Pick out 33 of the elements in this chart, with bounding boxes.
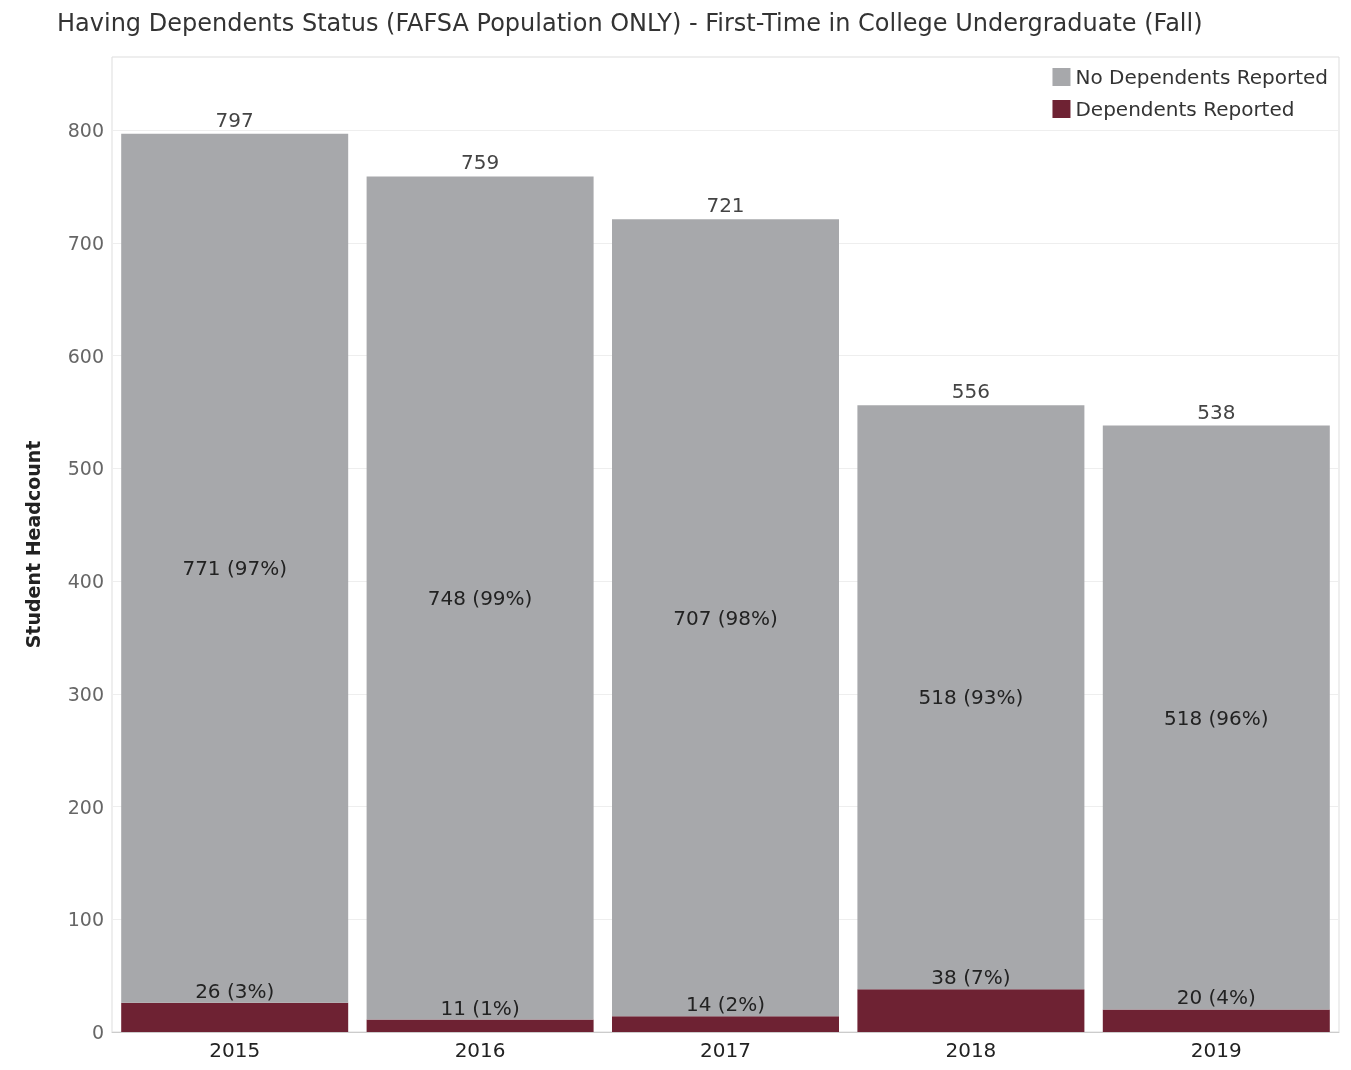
data-label: 11 (1%) — [440, 995, 520, 1020]
x-tick-label: 2015 — [209, 1038, 261, 1062]
y-tick-label: 200 — [67, 795, 104, 818]
data-label: 14 (2%) — [685, 992, 766, 1017]
chart-title: Having Dependents Status (FAFSA Population ONLY) - First-Time in College Undergraduate (Fall) — [57, 9, 1203, 37]
y-tick-label: 600 — [67, 344, 104, 367]
data-label: 707 (98%) — [673, 605, 778, 630]
data-label: 518 (93%) — [918, 685, 1024, 710]
y-tick-label: 700 — [67, 231, 104, 254]
data-label: 771 (97%) — [182, 556, 287, 581]
y-tick-label: 400 — [67, 570, 104, 593]
y-tick-label: 0 — [91, 1021, 104, 1043]
total-label: 556 — [951, 379, 990, 404]
x-tick-label: 2017 — [700, 1038, 751, 1062]
y-tick-label: 300 — [67, 682, 104, 705]
legend-label: No Dependents Reported — [1075, 65, 1328, 89]
x-tick-label: 2018 — [945, 1038, 997, 1062]
x-tick-label: 2019 — [1190, 1038, 1242, 1062]
total-label: 538 — [1197, 399, 1236, 424]
y-tick-label: 800 — [67, 119, 104, 142]
data-label: 38 (7%) — [931, 965, 1011, 990]
total-label: 797 — [215, 107, 254, 132]
data-label: 518 (96%) — [1164, 705, 1269, 730]
total-label: 721 — [706, 193, 745, 218]
total-label: 759 — [461, 150, 500, 175]
y-axis-title: Student Headcount — [21, 440, 44, 649]
y-tick-label: 100 — [67, 908, 104, 931]
x-tick-label: 2016 — [454, 1038, 506, 1062]
data-label: 748 (99%) — [427, 586, 533, 611]
legend-label: Dependents Reported — [1075, 97, 1295, 121]
data-label: 26 (3%) — [195, 978, 275, 1003]
data-label: 20 (4%) — [1176, 985, 1256, 1010]
y-tick-label: 500 — [67, 457, 104, 480]
